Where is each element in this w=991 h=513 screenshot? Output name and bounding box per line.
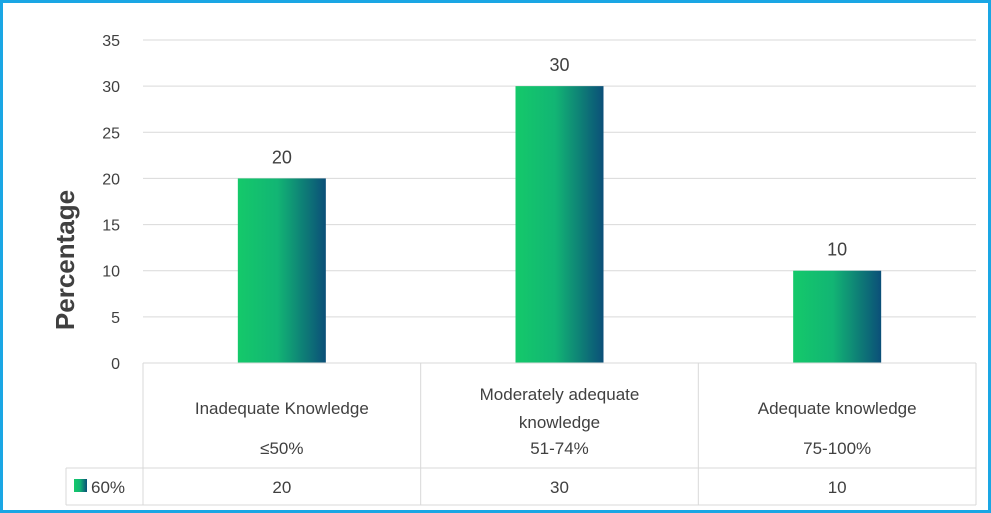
category-range: 75-100%	[803, 439, 871, 458]
y-axis-title: Percentage	[50, 190, 80, 330]
y-tick-label: 25	[102, 125, 120, 142]
table-value: 20	[272, 478, 291, 497]
data-label: 20	[272, 147, 292, 167]
category-range: 51-74%	[530, 439, 589, 458]
data-table: 60% Inadequate Knowledge ≤50% 20 Moderately …	[65, 362, 977, 506]
data-label: 30	[549, 55, 569, 75]
y-tick-label: 35	[102, 33, 120, 50]
y-tick-label: 20	[102, 171, 120, 188]
bar	[515, 86, 604, 364]
y-tick-label: 5	[111, 310, 120, 327]
bars	[237, 86, 882, 364]
y-tick-label: 15	[102, 218, 120, 235]
table-value: 10	[828, 478, 847, 497]
y-tick-label: 30	[102, 79, 120, 96]
category-label: Inadequate Knowledge	[195, 399, 369, 418]
table-value: 30	[550, 478, 569, 497]
y-axis: 0 5 10 15 20 25 30 35	[102, 33, 120, 373]
category-range: ≤50%	[260, 439, 303, 458]
category-label: Moderately adequate	[480, 385, 640, 404]
data-labels: 20 30 10	[272, 55, 847, 260]
y-tick-label: 0	[111, 356, 120, 373]
bar	[793, 270, 882, 363]
bar	[237, 178, 326, 363]
data-label: 10	[827, 240, 847, 260]
category-label: knowledge	[519, 413, 600, 432]
legend-key	[74, 479, 87, 492]
category-label: Adequate knowledge	[758, 399, 917, 418]
y-tick-label: 10	[102, 264, 120, 281]
legend-label: 60%	[91, 478, 125, 497]
